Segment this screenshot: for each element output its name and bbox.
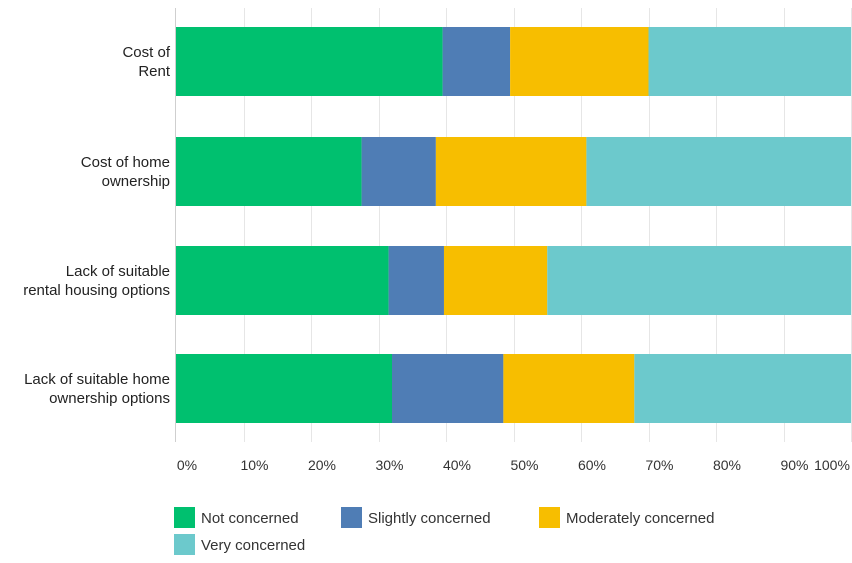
x-tick-label: 40% [443,457,471,473]
bar-segment [648,27,851,96]
bar-segment [510,27,649,96]
bars [176,27,851,423]
bar-segment [176,246,389,315]
category-label: Lack of suitable home [24,371,170,388]
x-tick-label: 70% [645,457,673,473]
category-label: Cost of [122,44,170,61]
x-tick-label: 20% [308,457,336,473]
bar-segment [435,137,587,206]
bar-segment [586,137,851,206]
legend-swatch [174,507,195,528]
x-tick-label: 30% [375,457,403,473]
x-tick-label: 50% [510,457,538,473]
legend-swatch [341,507,362,528]
category-label: ownership options [49,390,170,407]
x-tick-label: 10% [240,457,268,473]
x-tick-label: 60% [578,457,606,473]
bar-segment [361,137,436,206]
legend-label: Slightly concerned [368,510,491,527]
category-label: Cost of home [81,154,170,171]
category-label: Rent [138,63,171,80]
category-labels: Cost of Rent Cost of home ownership Lack of … [23,44,171,407]
bar-segment [392,354,504,423]
legend-label: Very concerned [201,537,305,554]
category-label: Lack of suitable [66,263,170,280]
x-tick-label: 0% [177,457,197,473]
legend-swatch [174,534,195,555]
bar-segment [634,354,851,423]
category-label: rental housing options [23,282,170,299]
x-tick-label: 80% [713,457,741,473]
x-tick-label: 100% [814,457,850,473]
category-label: ownership [102,173,170,190]
bar-segment [443,246,548,315]
legend: Not concerned Slightly concerned Moderatel… [174,507,714,555]
bar-segment [176,27,443,96]
x-tick-label: 90% [780,457,808,473]
bar-segment [442,27,511,96]
x-tick-labels: 0% 10% 20% 30% 40% 50% 60% 70% 80% 90% 100% [177,457,850,473]
bar-segment [388,246,444,315]
bar-segment [176,137,362,206]
bar-segment [176,354,392,423]
legend-swatch [539,507,560,528]
bar-segment [503,354,635,423]
legend-label: Not concerned [201,510,299,527]
bar-segment [547,246,851,315]
legend-label: Moderately concerned [566,510,714,527]
